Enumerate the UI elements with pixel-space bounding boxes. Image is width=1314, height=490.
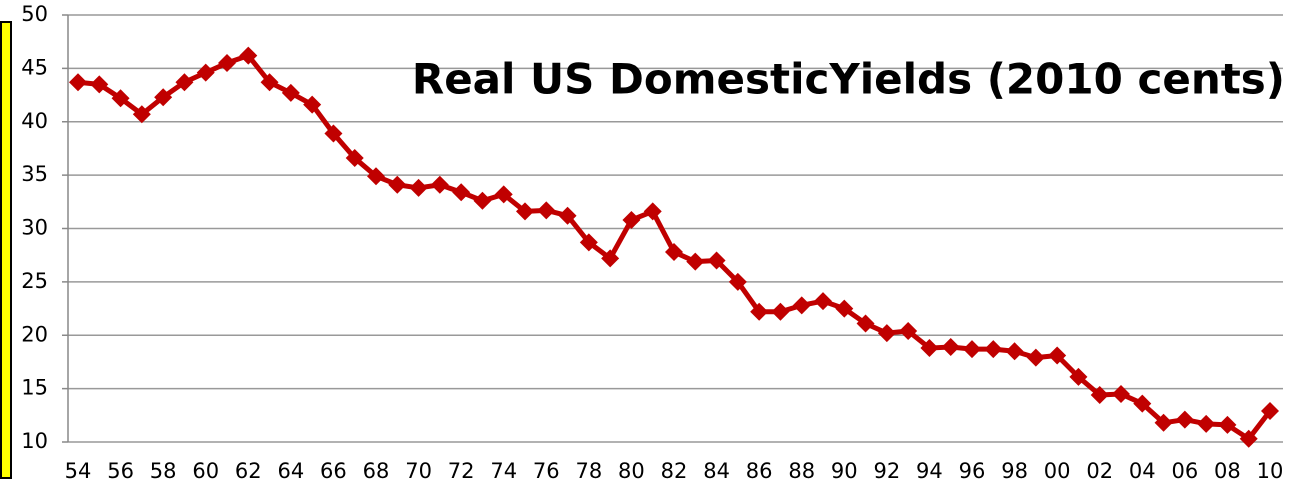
marker bbox=[1239, 429, 1258, 448]
marker bbox=[260, 73, 279, 92]
marker bbox=[601, 249, 620, 268]
x-tick-label: 10 bbox=[1257, 459, 1284, 483]
marker bbox=[303, 95, 322, 114]
marker bbox=[452, 183, 471, 202]
y-tick-label: 45 bbox=[21, 55, 48, 79]
x-tick-label: 82 bbox=[661, 459, 688, 483]
x-tick-label: 90 bbox=[831, 459, 858, 483]
marker bbox=[1197, 414, 1216, 433]
marker bbox=[324, 124, 343, 143]
marker bbox=[154, 88, 173, 107]
marker bbox=[1261, 402, 1279, 421]
marker bbox=[665, 242, 683, 261]
marker bbox=[175, 73, 194, 92]
x-tick-label: 78 bbox=[575, 459, 602, 483]
marker bbox=[1218, 415, 1237, 434]
x-tick-label: 66 bbox=[320, 459, 347, 483]
x-tick-label: 06 bbox=[1171, 459, 1198, 483]
marker bbox=[409, 178, 428, 197]
marker bbox=[643, 202, 662, 221]
y-tick-label: 35 bbox=[21, 162, 48, 186]
marker bbox=[239, 46, 258, 65]
marker bbox=[1048, 346, 1067, 365]
y-tick-label: 15 bbox=[21, 376, 48, 400]
marker bbox=[920, 339, 939, 358]
x-tick-label: 92 bbox=[873, 459, 900, 483]
marker bbox=[856, 314, 875, 333]
y-tick-label: 30 bbox=[21, 216, 48, 240]
marker bbox=[69, 73, 87, 92]
marker bbox=[686, 252, 705, 271]
x-tick-label: 94 bbox=[916, 459, 943, 483]
x-tick-label: 56 bbox=[107, 459, 134, 483]
x-tick-label: 62 bbox=[235, 459, 262, 483]
marker bbox=[430, 175, 449, 194]
x-tick-label: 58 bbox=[150, 459, 177, 483]
marker bbox=[792, 296, 811, 315]
y-tick-label: 10 bbox=[21, 429, 48, 453]
marker bbox=[728, 272, 747, 291]
marker bbox=[111, 89, 130, 108]
marker bbox=[90, 75, 109, 94]
marker bbox=[984, 340, 1003, 359]
marker bbox=[558, 206, 577, 225]
marker bbox=[941, 337, 960, 356]
marker bbox=[835, 299, 854, 318]
x-tick-label: 98 bbox=[1001, 459, 1028, 483]
x-tick-label: 68 bbox=[363, 459, 390, 483]
x-tick-label: 02 bbox=[1086, 459, 1113, 483]
marker bbox=[345, 149, 364, 168]
y-tick-label: 40 bbox=[21, 109, 48, 133]
x-tick-label: 96 bbox=[959, 459, 986, 483]
marker bbox=[899, 321, 918, 340]
side-bar bbox=[0, 21, 12, 479]
marker bbox=[218, 54, 236, 73]
marker bbox=[1133, 394, 1152, 413]
y-tick-label: 50 bbox=[21, 2, 48, 26]
marker bbox=[473, 191, 492, 210]
marker bbox=[196, 63, 215, 82]
marker bbox=[1026, 348, 1045, 367]
x-tick-label: 08 bbox=[1214, 459, 1241, 483]
x-tick-label: 84 bbox=[703, 459, 730, 483]
marker bbox=[771, 302, 790, 321]
marker bbox=[814, 292, 832, 311]
marker bbox=[877, 324, 896, 343]
x-tick-label: 00 bbox=[1044, 459, 1071, 483]
y-tick-label: 20 bbox=[21, 322, 48, 346]
marker bbox=[1069, 367, 1088, 386]
y-tick-label: 25 bbox=[21, 269, 48, 293]
x-tick-label: 86 bbox=[746, 459, 773, 483]
marker bbox=[281, 83, 300, 102]
x-tick-label: 64 bbox=[277, 459, 304, 483]
x-tick-label: 04 bbox=[1129, 459, 1156, 483]
marker bbox=[1090, 386, 1109, 405]
x-tick-label: 88 bbox=[788, 459, 815, 483]
x-tick-label: 70 bbox=[405, 459, 432, 483]
marker bbox=[750, 302, 769, 321]
x-tick-label: 72 bbox=[448, 459, 475, 483]
marker bbox=[579, 233, 598, 252]
marker bbox=[367, 167, 385, 186]
marker bbox=[132, 105, 151, 124]
marker bbox=[1154, 413, 1173, 432]
marker bbox=[963, 340, 981, 359]
marker bbox=[494, 185, 513, 204]
marker bbox=[537, 201, 556, 220]
x-tick-label: 76 bbox=[533, 459, 560, 483]
x-tick-label: 60 bbox=[192, 459, 219, 483]
marker bbox=[622, 210, 641, 229]
marker bbox=[1112, 384, 1130, 403]
x-tick-label: 54 bbox=[65, 459, 92, 483]
x-tick-label: 80 bbox=[618, 459, 645, 483]
x-tick-label: 74 bbox=[490, 459, 517, 483]
marker bbox=[1175, 410, 1194, 429]
marker bbox=[388, 175, 407, 194]
marker bbox=[707, 251, 726, 270]
marker bbox=[1005, 342, 1024, 361]
chart-title: Real US DomesticYields (2010 cents) bbox=[412, 55, 1285, 104]
marker bbox=[516, 202, 534, 221]
